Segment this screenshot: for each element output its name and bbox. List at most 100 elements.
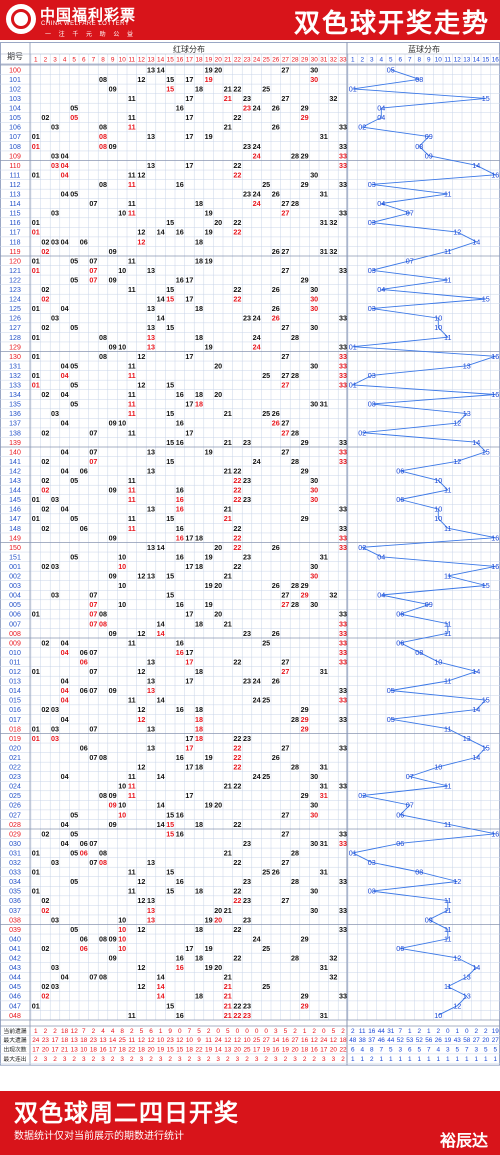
red-ball: 22 bbox=[233, 1011, 241, 1020]
red-ball: 16 bbox=[176, 705, 184, 714]
red-ball: 05 bbox=[70, 829, 78, 838]
red-stat-value: 18 bbox=[339, 1037, 347, 1044]
red-ball: 22 bbox=[233, 896, 241, 905]
blue-ball: 11 bbox=[444, 677, 451, 686]
issue-label: 143 bbox=[9, 478, 21, 485]
red-ball: 23 bbox=[243, 94, 251, 103]
red-ball: 02 bbox=[41, 524, 49, 533]
red-ball: 17 bbox=[185, 791, 193, 800]
red-ball: 19 bbox=[205, 915, 213, 924]
red-ball: 21 bbox=[224, 123, 232, 132]
red-ball: 05 bbox=[70, 275, 78, 284]
issue-label: 139 bbox=[9, 440, 21, 447]
red-ball: 22 bbox=[233, 524, 241, 533]
red-number-header: 4 bbox=[63, 57, 67, 64]
red-ball: 23 bbox=[243, 1001, 251, 1010]
red-ball: 02 bbox=[41, 992, 49, 1001]
red-ball: 25 bbox=[262, 868, 270, 877]
issue-label: 118 bbox=[9, 239, 20, 246]
issue-label: 041 bbox=[9, 946, 21, 953]
issue-label: 107 bbox=[9, 134, 21, 141]
red-ball: 12 bbox=[137, 170, 145, 179]
red-ball: 14 bbox=[157, 65, 165, 74]
red-ball: 01 bbox=[32, 228, 40, 237]
issue-label: 134 bbox=[9, 392, 21, 399]
red-ball: 22 bbox=[233, 486, 241, 495]
blue-ball: 16 bbox=[491, 170, 499, 179]
red-stat-value: 1 bbox=[303, 1028, 307, 1035]
red-ball: 03 bbox=[51, 724, 59, 733]
red-stat-value: 14 bbox=[272, 1037, 280, 1044]
red-stat-value: 2 bbox=[303, 1056, 307, 1063]
red-ball: 13 bbox=[147, 743, 155, 752]
red-ball: 18 bbox=[195, 887, 203, 896]
blue-ball: 07 bbox=[406, 256, 414, 265]
red-stat-value: 10 bbox=[243, 1037, 251, 1044]
red-stat-value: 0 bbox=[245, 1028, 249, 1035]
red-ball: 08 bbox=[99, 180, 107, 189]
blue-stat-value: 52 bbox=[397, 1037, 405, 1044]
red-stat-value: 25 bbox=[253, 1037, 261, 1044]
red-ball: 20 bbox=[214, 218, 222, 227]
red-ball: 33 bbox=[339, 123, 347, 132]
red-ball: 09 bbox=[109, 142, 117, 151]
red-stat-value: 25 bbox=[119, 1037, 127, 1044]
issue-label: 033 bbox=[9, 870, 21, 877]
red-ball: 20 bbox=[214, 543, 222, 552]
red-ball: 01 bbox=[32, 667, 40, 676]
red-number-header: 8 bbox=[101, 57, 105, 64]
issue-label: 012 bbox=[9, 669, 21, 676]
issue-label: 018 bbox=[9, 726, 21, 733]
red-ball: 08 bbox=[99, 848, 107, 857]
blue-ball: 07 bbox=[406, 772, 414, 781]
red-ball: 22 bbox=[233, 476, 241, 485]
red-ball: 10 bbox=[118, 342, 126, 351]
blue-ball: 12 bbox=[453, 1001, 461, 1010]
red-stat-value: 5 bbox=[284, 1028, 288, 1035]
red-ball: 20 bbox=[214, 390, 222, 399]
red-ball: 29 bbox=[301, 466, 309, 475]
blue-ball: 01 bbox=[349, 848, 357, 857]
red-ball: 26 bbox=[272, 419, 280, 428]
red-stat-value: 5 bbox=[332, 1028, 336, 1035]
red-ball: 13 bbox=[147, 505, 155, 514]
red-ball: 19 bbox=[205, 753, 213, 762]
red-stat-value: 10 bbox=[157, 1037, 165, 1044]
red-stat-value: 3 bbox=[101, 1056, 105, 1063]
red-ball: 04 bbox=[61, 361, 69, 370]
red-ball: 21 bbox=[224, 906, 232, 915]
red-ball: 03 bbox=[51, 123, 59, 132]
issue-label: 103 bbox=[9, 96, 21, 103]
blue-stat-value: 8 bbox=[370, 1047, 374, 1054]
red-ball: 26 bbox=[272, 247, 280, 256]
red-ball: 21 bbox=[224, 973, 232, 982]
red-ball: 14 bbox=[157, 228, 165, 237]
red-ball: 01 bbox=[32, 371, 40, 380]
red-stat-value: 17 bbox=[51, 1047, 59, 1054]
red-ball: 01 bbox=[32, 495, 40, 504]
red-stat-value: 2 bbox=[130, 1056, 134, 1063]
page-title: 双色球开奖走势 bbox=[293, 9, 490, 39]
red-ball: 10 bbox=[118, 925, 126, 934]
red-ball: 15 bbox=[166, 381, 174, 390]
red-ball: 32 bbox=[329, 591, 337, 600]
red-ball: 01 bbox=[32, 142, 40, 151]
red-stat-value: 14 bbox=[215, 1047, 223, 1054]
red-stat-value: 2 bbox=[130, 1028, 134, 1035]
red-ball: 21 bbox=[224, 982, 232, 991]
red-ball: 02 bbox=[41, 486, 49, 495]
red-ball: 03 bbox=[51, 151, 59, 160]
issue-label: 008 bbox=[9, 631, 21, 638]
red-ball: 23 bbox=[243, 629, 251, 638]
red-stat-value: 3 bbox=[159, 1056, 163, 1063]
issue-label: 045 bbox=[9, 984, 21, 991]
red-ball: 33 bbox=[339, 314, 347, 323]
blue-ball: 12 bbox=[453, 228, 461, 237]
blue-ball: 10 bbox=[434, 763, 442, 772]
red-ball: 27 bbox=[281, 381, 289, 390]
blue-ball: 08 bbox=[415, 75, 423, 84]
red-ball: 33 bbox=[339, 209, 347, 218]
red-ball: 24 bbox=[253, 934, 261, 943]
red-number-header: 21 bbox=[224, 57, 232, 64]
red-ball: 06 bbox=[80, 686, 88, 695]
